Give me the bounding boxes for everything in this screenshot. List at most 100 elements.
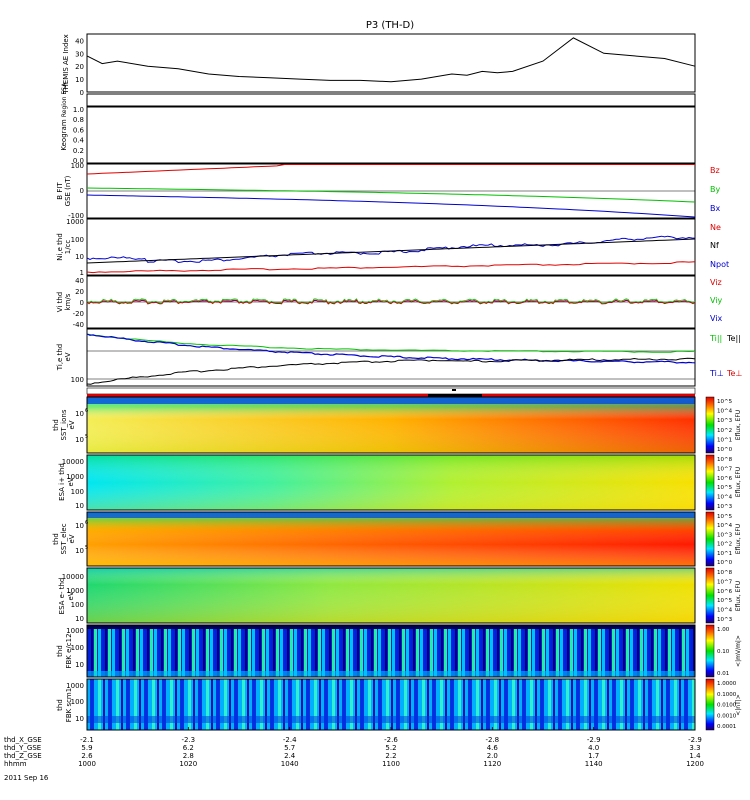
colorbar-tick: 10^4 [717, 495, 733, 501]
colorbar-tick: 10^8 [717, 570, 733, 576]
density-tick-100: 100 [71, 236, 84, 244]
ae-tick: 20 [75, 63, 84, 71]
x-row-value: 1000 [78, 760, 96, 768]
bx-line [86, 194, 696, 218]
bfit-panel: B FIT GSE (nT) 100 0 -100 Bz By Bx [56, 162, 720, 220]
date-label: 2011 Sep 16 [4, 774, 49, 782]
fbk-e-tick-10: 10 [75, 661, 84, 669]
x-row-value: 1200 [686, 760, 704, 768]
colorbar-tick: 10^5 [717, 514, 733, 520]
cbar-label-5: <|mV/m|> [735, 635, 742, 667]
ti-par-line [86, 333, 696, 353]
fbk-e-ylabel-2: FBK e/c12 [65, 633, 73, 668]
velocity-ylabel-2: km/s [64, 293, 72, 310]
ae-tick: 0 [80, 89, 84, 97]
esa-ions-ylabel-1: ESA i+ thd [58, 463, 66, 501]
colorbar-tick: 1.00 [717, 627, 730, 633]
ae-tick: 40 [75, 37, 84, 45]
cbar-label-3: Eflux, EFU [735, 524, 742, 554]
esa-elec-panel: ESA e- thd eV 10000 1000 100 10 [58, 567, 696, 624]
density-tick-1000: 1000 [66, 218, 84, 226]
colorbar-tick: 1.0000 [717, 681, 737, 687]
legend-by: By [710, 185, 720, 194]
esa-elec-tick-10000: 10000 [62, 573, 84, 581]
esa-elec-ylabel-2: eV [67, 591, 75, 600]
esa-ions-tick-10000: 10000 [62, 458, 84, 466]
sst-ions-tick-2: 10 [75, 436, 84, 444]
x-row-value: 3.3 [689, 744, 700, 752]
sst-ions-tick-1-exp: 6 [85, 408, 88, 414]
colorbar-tick: 10^8 [717, 457, 733, 463]
velocity-tick-20: 20 [75, 288, 84, 296]
colorbar-tick: 10^6 [717, 589, 733, 595]
keogram-tick: 0.8 [73, 116, 84, 124]
ne-line [86, 261, 696, 274]
x-row-label: thd_Y_GSE [4, 744, 41, 752]
fbk-b-tick-100: 100 [71, 698, 84, 706]
sst-ions-ylabel-3: eV [68, 420, 76, 429]
colorbar-tick: 10^5 [717, 598, 733, 604]
keogram-tick: 0.6 [73, 126, 85, 134]
fbk-b-ylabel-2: FBK scm1 [65, 688, 73, 722]
keogram-panel: Keogram 0.0 0.2 0.4 0.6 0.8 1.0 [60, 106, 696, 165]
fbk-b-tick-1000: 1000 [66, 682, 84, 690]
x-row-value: 4.0 [588, 744, 599, 752]
x-row-value: -2.4 [283, 736, 297, 744]
region-panel: Region ESA [61, 82, 696, 117]
x-row-value: 1140 [585, 760, 603, 768]
viy-line [86, 298, 696, 304]
fbk-b-panel: thd FBK scm1 1000 100 10 [56, 678, 696, 731]
temp-ylabel-2: eV [64, 352, 72, 361]
x-row-value: 1.4 [689, 752, 701, 760]
keogram-tick: 0.2 [73, 147, 84, 155]
colorbar-tick: 0.0010 [717, 713, 737, 719]
sst-ions-tick-2-exp: 5 [85, 434, 88, 440]
x-row-value: 1020 [179, 760, 197, 768]
x-row-value: 2.4 [284, 752, 296, 760]
colorbar-tick: 10^0 [717, 560, 733, 566]
esa-elec-tick-100: 100 [71, 601, 84, 609]
x-axis: thd_X_GSE -2.1 -2.3 -2.4 -2.6 -2.8 -2.9 -2.9 thd… [4, 727, 704, 782]
x-row-value: -2.1 [80, 736, 94, 744]
x-row-value: 2.6 [81, 752, 93, 760]
x-row-value: -2.6 [384, 736, 398, 744]
legend-viz: Viz [710, 278, 722, 287]
colorbar-tick: 10^4 [717, 608, 733, 614]
colorbar-tick: 0.10 [717, 649, 730, 655]
esa-ions-tick-10: 10 [75, 502, 84, 510]
colorbar-tick: 10^3 [717, 504, 733, 510]
colorbar-tick: 10^3 [717, 617, 733, 623]
velocity-tick-40: 40 [75, 277, 84, 285]
bfit-ylabel-2: GSE (nT) [64, 175, 72, 206]
colorbar-tick: 10^7 [717, 466, 733, 472]
colorbar-tick: 10^3 [717, 418, 733, 424]
colorbar-tick: 0.1000 [717, 692, 737, 698]
bfit-ylabel-1: B FIT [56, 182, 64, 200]
colorbar-tick: 0.0001 [717, 724, 736, 730]
fbk-e-tick-100: 100 [71, 644, 84, 652]
density-ylabel-1: Ni,e thd [56, 233, 64, 261]
sst-elec-tick-1-exp: 6 [85, 520, 88, 526]
ae-panel: THEMIS AE Index 0 10 20 30 40 [62, 33, 696, 97]
fbk-b-tick-10: 10 [75, 715, 84, 723]
fbk-e-ylabel-1: thd [56, 645, 64, 657]
esa-ions-ylabel-2: eV [67, 477, 75, 486]
esa-ions-tick-100: 100 [71, 488, 84, 496]
legend-ne: Ne [710, 223, 721, 232]
bfit-tick-top: 100 [71, 162, 84, 170]
legend-bz: Bz [710, 166, 720, 175]
velocity-ylabel-1: Vi thd [56, 292, 64, 312]
sst-ions-panel: thd SST_ions eV 10 6 10 5 [52, 396, 696, 454]
x-row-value: 1120 [483, 760, 501, 768]
x-row-value: -2.9 [587, 736, 601, 744]
x-row-value: 6.2 [183, 744, 194, 752]
cbar-label-1: Eflux, EFU [735, 410, 742, 440]
te-line [86, 357, 696, 385]
cbar-label-4: Eflux, EFU [735, 581, 742, 611]
legend-te-perp: Te⊥ [726, 369, 742, 378]
temp-tick-100: 100 [71, 376, 84, 384]
esa-elec-ylabel-1: ESA e- thd [58, 578, 66, 615]
x-row-value: -2.9 [688, 736, 702, 744]
x-row-label: thd_Z_GSE [4, 752, 42, 760]
